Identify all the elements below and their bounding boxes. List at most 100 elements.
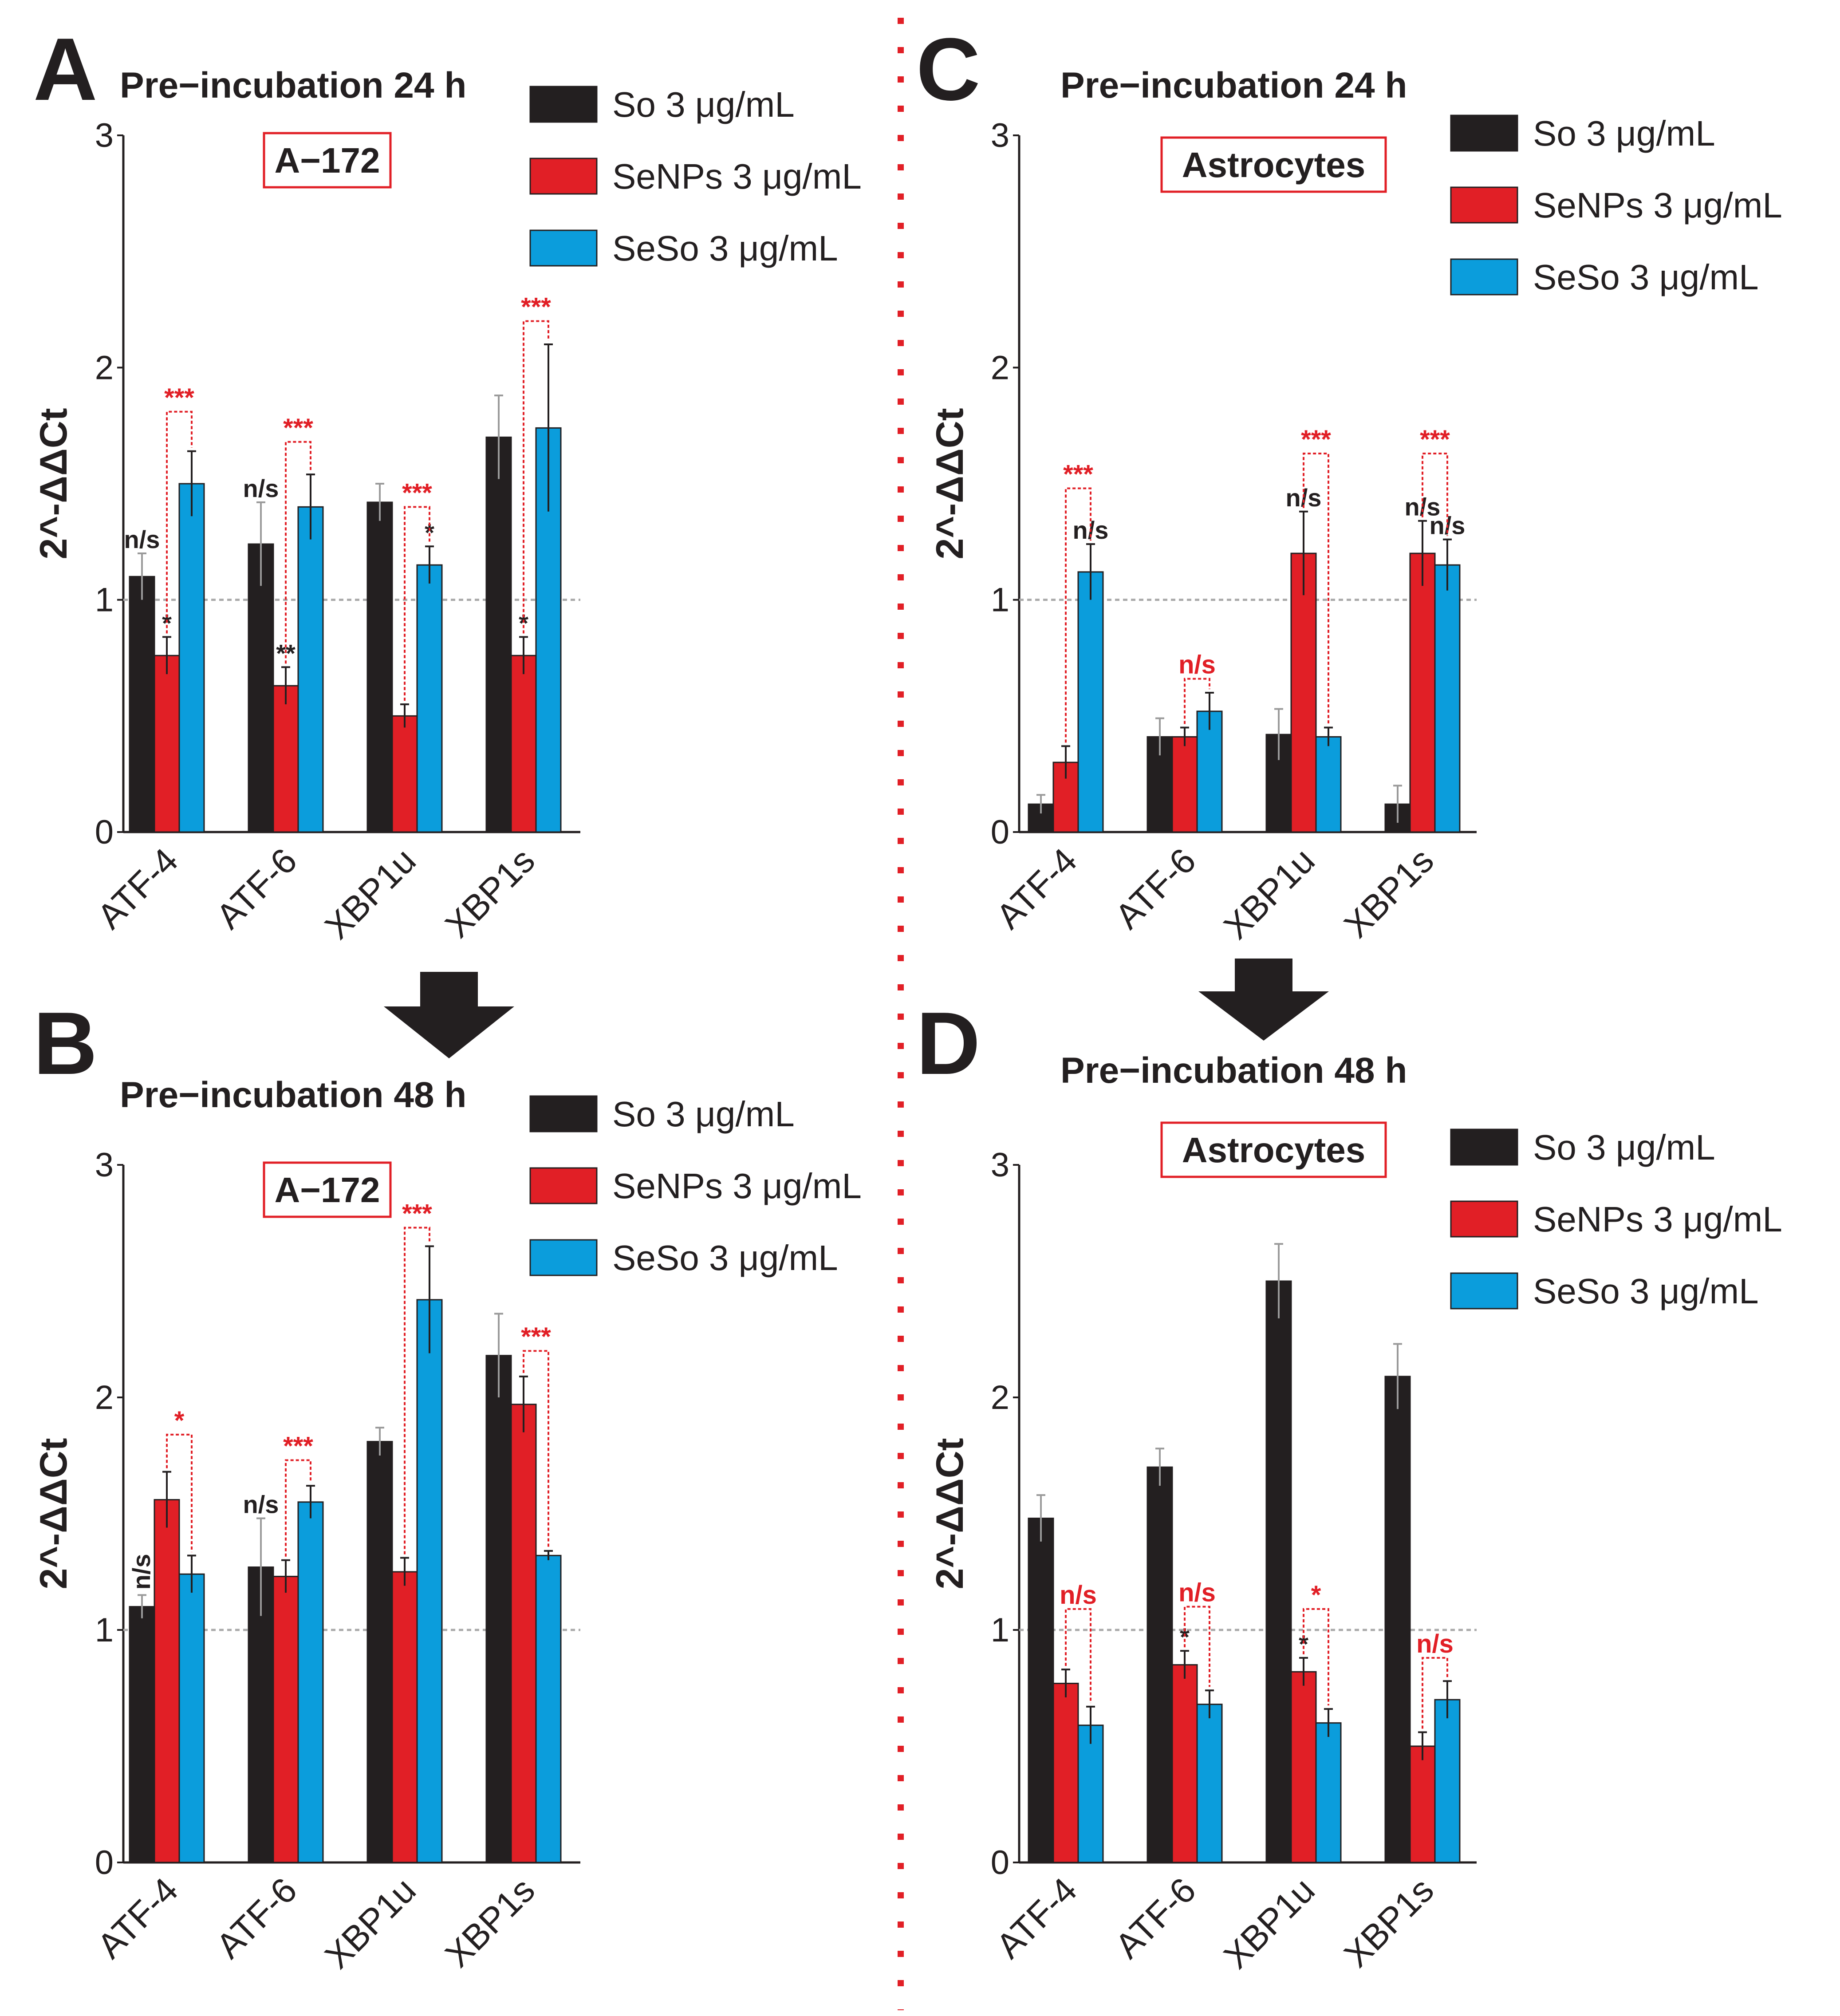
- significance-label: n/s: [1178, 1578, 1216, 1607]
- significance-label: ***: [1301, 425, 1331, 454]
- significance-bracket: [1065, 487, 1091, 743]
- bar-senps-1: [1171, 736, 1198, 833]
- panel-letter: B: [33, 994, 97, 1093]
- legend-swatch-so: [529, 86, 598, 123]
- bar-seso-2: [1315, 1722, 1342, 1863]
- arrow-down-icon-left: [384, 972, 514, 1058]
- bar-so-3: [485, 436, 512, 833]
- bar-seso-3: [535, 427, 562, 833]
- bar-senps-2: [391, 715, 418, 833]
- significance-label: *: [425, 518, 434, 546]
- significance-bracket: [1184, 678, 1210, 724]
- bar-seso-3: [1434, 1699, 1461, 1863]
- legend-swatch-senps: [1450, 1200, 1518, 1238]
- y-tick-label: 1: [95, 1611, 114, 1649]
- category-label: ATF-6: [1107, 840, 1203, 936]
- category-label: ATF-4: [90, 1870, 185, 1966]
- legend-swatch-senps: [1450, 186, 1518, 224]
- legend-label-seso: SeSo 3 μg/mL: [612, 229, 838, 268]
- significance-bracket: [404, 1227, 430, 1554]
- category-label: XBP1s: [1336, 840, 1441, 945]
- category-label: ATF-4: [989, 1870, 1084, 1966]
- bar-so-1: [1147, 1466, 1173, 1863]
- bar-seso-0: [1077, 571, 1104, 833]
- significance-label: n/s: [1060, 1581, 1097, 1610]
- significance-label: n/s: [127, 1554, 155, 1590]
- legend-label-seso: SeSo 3 μg/mL: [1533, 257, 1759, 297]
- bar-so-3: [485, 1355, 512, 1863]
- bar-senps-1: [272, 685, 299, 833]
- y-tick-label: 1: [95, 581, 114, 619]
- significance-label: *: [1299, 1630, 1308, 1658]
- panel-title: Pre−incubation 48 h: [120, 1075, 466, 1115]
- bar-senps-2: [391, 1571, 418, 1863]
- category-label: XBP1u: [1216, 1870, 1322, 1976]
- legend-label-seso: SeSo 3 μg/mL: [612, 1238, 838, 1278]
- y-tick-label: 0: [95, 1844, 114, 1882]
- legend-swatch-so: [1450, 1128, 1518, 1166]
- legend-label-senps: SeNPs 3 μg/mL: [612, 1166, 862, 1206]
- significance-bracket: [1303, 1608, 1329, 1706]
- legend-swatch-senps: [529, 1167, 598, 1204]
- cell-label-box: [1160, 1121, 1387, 1178]
- cell-label-box: [263, 1161, 392, 1218]
- bar-senps-1: [1171, 1664, 1198, 1863]
- significance-label: *: [1180, 1623, 1190, 1651]
- significance-label: ***: [402, 1199, 432, 1228]
- significance-label: *: [174, 1406, 185, 1435]
- significance-bracket: [404, 506, 430, 701]
- bar-seso-3: [535, 1554, 562, 1863]
- cell-label: Astrocytes: [1182, 145, 1366, 185]
- legend-swatch-seso: [1450, 1272, 1518, 1310]
- y-tick-label: 0: [991, 813, 1009, 851]
- bar-so-2: [366, 501, 393, 833]
- legend-label-senps: SeNPs 3 μg/mL: [1533, 1199, 1782, 1239]
- category-label: XBP1s: [437, 840, 542, 945]
- category-label: ATF-4: [90, 840, 185, 936]
- significance-label: ***: [283, 414, 313, 442]
- significance-label: *: [162, 609, 172, 637]
- bar-so-1: [248, 543, 274, 833]
- legend-swatch-seso: [529, 229, 598, 267]
- significance-bracket: [523, 1350, 549, 1547]
- category-label: XBP1u: [1216, 840, 1322, 947]
- legend-label-so: So 3 μg/mL: [1533, 1128, 1715, 1167]
- category-label: ATF-6: [209, 1870, 304, 1966]
- y-tick-label: 2: [95, 1379, 114, 1416]
- significance-bracket: [1065, 1608, 1091, 1703]
- significance-bracket: [285, 1459, 311, 1557]
- bar-senps-0: [1052, 1683, 1079, 1863]
- bar-seso-2: [416, 1299, 443, 1863]
- bar-seso-1: [297, 506, 324, 833]
- legend-label-so: So 3 μg/mL: [1533, 114, 1715, 153]
- bar-senps-3: [1409, 1745, 1436, 1863]
- legend-label-senps: SeNPs 3 μg/mL: [612, 157, 862, 196]
- bar-senps-2: [1290, 552, 1317, 833]
- bar-seso-0: [1077, 1724, 1104, 1863]
- significance-label: ***: [521, 293, 551, 322]
- legend-label-seso: SeSo 3 μg/mL: [1533, 1271, 1759, 1311]
- category-label: XBP1s: [437, 1870, 542, 1975]
- y-axis-label: 2^-ΔΔCt: [32, 1438, 75, 1589]
- significance-label: n/s: [243, 474, 279, 502]
- cell-label: Astrocytes: [1182, 1130, 1366, 1170]
- significance-bracket: [166, 1433, 193, 1552]
- significance-bracket: [285, 441, 311, 664]
- y-tick-label: 3: [991, 1146, 1009, 1184]
- category-label: ATF-6: [1107, 1870, 1203, 1966]
- bar-senps-0: [154, 655, 180, 833]
- y-tick-label: 1: [991, 1611, 1009, 1649]
- legend-label-so: So 3 μg/mL: [612, 1094, 795, 1134]
- bar-seso-2: [1315, 736, 1342, 833]
- y-tick-label: 0: [991, 1844, 1009, 1882]
- arrow-down-icon-right: [1198, 959, 1329, 1041]
- significance-label: n/s: [1178, 651, 1216, 679]
- significance-label: n/s: [124, 525, 160, 553]
- legend-swatch-seso: [529, 1239, 598, 1276]
- panel-a: A Pre−incubation 24 h A−172 So 3 μg/mL SeNPs…: [32, 20, 862, 947]
- cell-label-box: [263, 132, 392, 189]
- legend-swatch-seso: [1450, 258, 1518, 296]
- panel-letter: C: [916, 20, 980, 119]
- y-tick-label: 3: [95, 1146, 114, 1184]
